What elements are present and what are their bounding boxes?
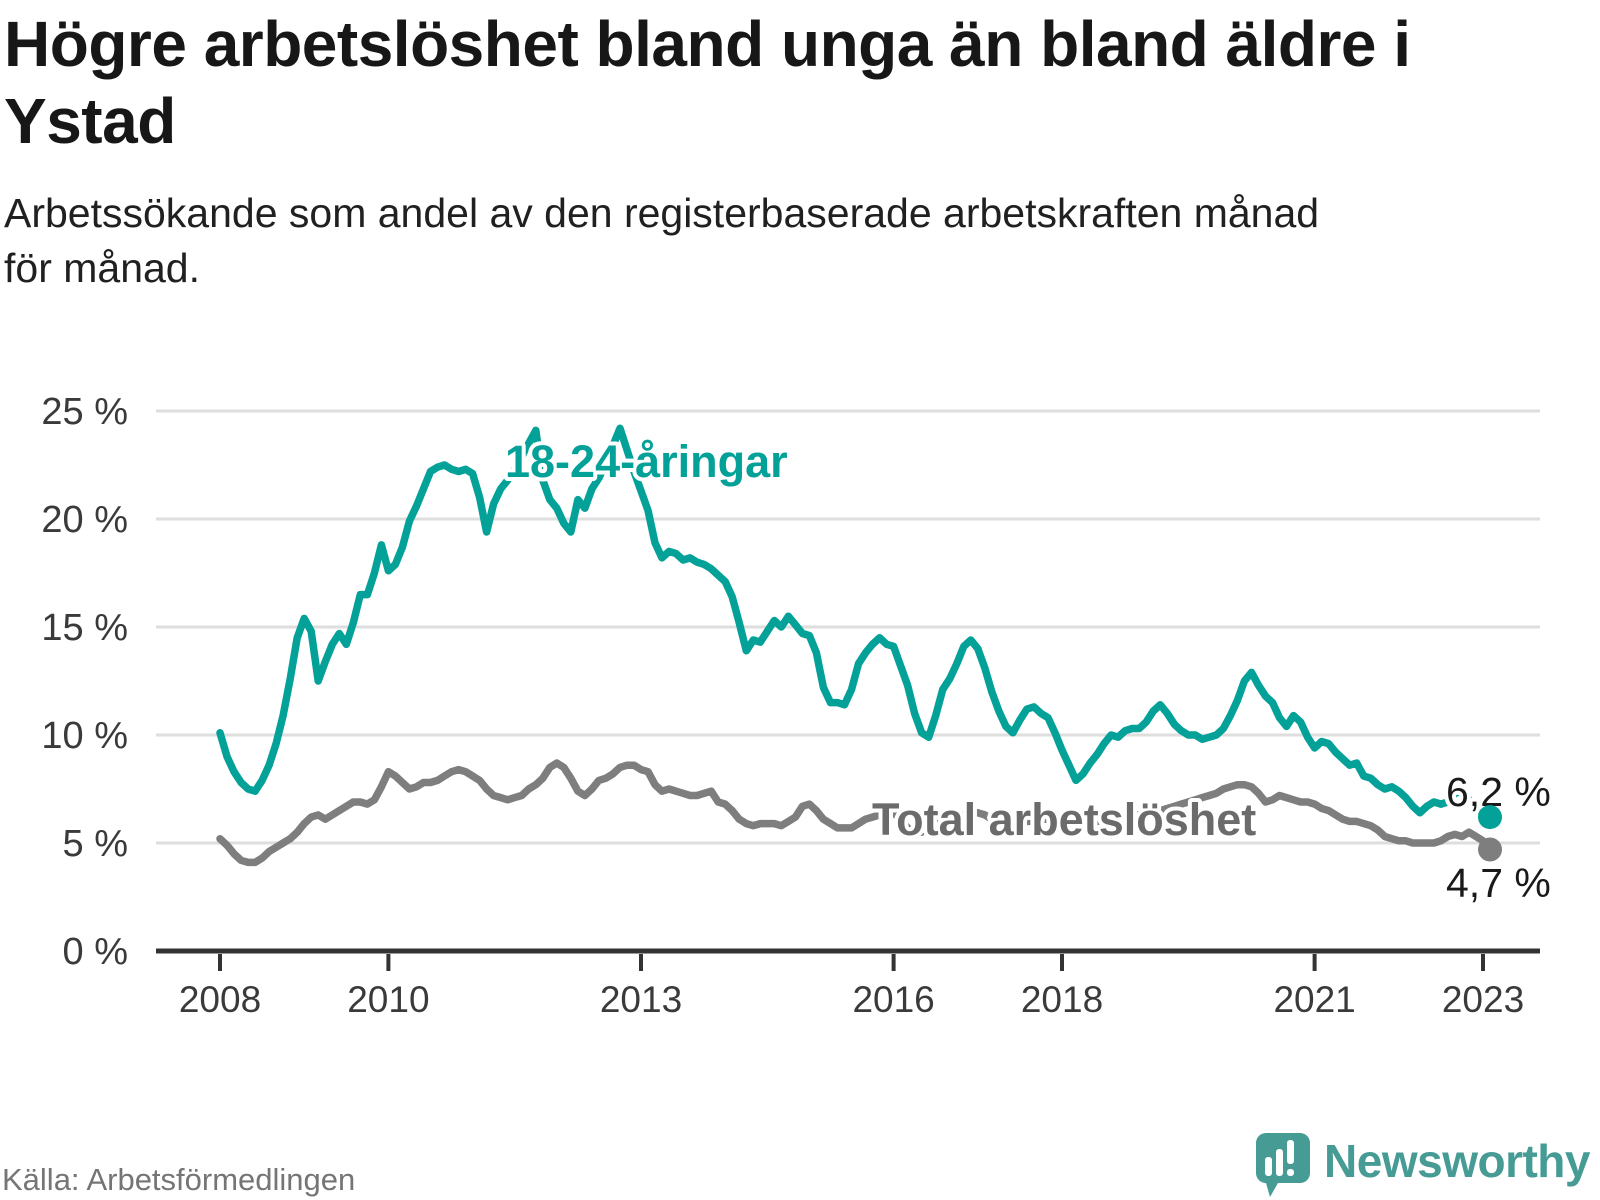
newsworthy-icon [1256,1133,1311,1197]
newsworthy-logo: Newsworthy [1256,1133,1590,1200]
logo-exclamation-bar [1287,1140,1295,1164]
x-axis-label-2010: 2010 [347,979,429,1020]
logo-exclamation-dot [1287,1169,1295,1176]
y-axis-label-15pct: 15 % [41,607,128,649]
end-value-label-total-arbetsloshet: 4,7 % [1446,860,1551,906]
series-end-dot-total-arbetsloshet [1478,837,1502,862]
logo-bar-2 [1276,1149,1284,1176]
logo-bar-1 [1265,1157,1273,1176]
x-axis-label-2016: 2016 [852,979,934,1020]
x-axis-label-2018: 2018 [1021,979,1103,1020]
series-end-dot-18-24-aringar [1478,805,1502,830]
y-axis-label-5pct: 5 % [63,823,128,865]
x-axis-label-2013: 2013 [600,979,682,1020]
chart-header: Högre arbetslöshet bland unga än bland ä… [4,6,1594,296]
x-axis-label-2021: 2021 [1273,979,1355,1020]
x-axis-label-2023: 2023 [1442,979,1524,1020]
series-line-total-arbetsloshet [216,759,1494,867]
source-note: Källa: Arbetsförmedlingen [2,1162,356,1197]
page-subtitle: Arbetssökande som andel av den registerb… [4,189,1320,291]
y-axis-label-20pct: 20 % [41,499,128,541]
y-axis-label-0pct: 0 % [63,931,128,973]
y-axis-label-25pct: 25 % [41,391,128,433]
series-label-18-24-aringar: 18-24-åringar [505,436,788,487]
series-label-total-arbetsloshet: Total arbetslöshet [872,794,1256,845]
end-value-label-18-24-aringar: 6,2 % [1446,769,1551,815]
newsworthy-wordmark: Newsworthy [1324,1135,1590,1187]
page-title: Högre arbetslöshet bland unga än bland ä… [4,8,1411,157]
x-axis-label-2008: 2008 [179,979,261,1020]
y-axis-label-10pct: 10 % [41,715,128,757]
series-line-18-24-aringar [216,424,1494,821]
